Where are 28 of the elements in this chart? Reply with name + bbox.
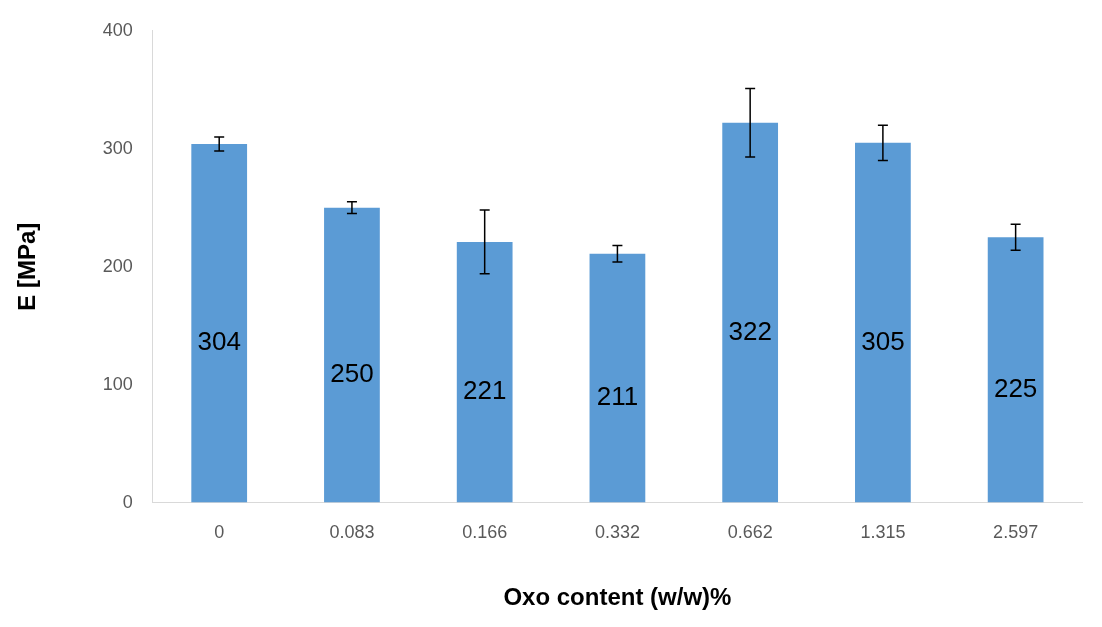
bar bbox=[191, 144, 248, 503]
y-tick-label: 400 bbox=[102, 19, 133, 40]
y-tick-label: 200 bbox=[102, 255, 133, 276]
y-tick-label: 100 bbox=[102, 373, 133, 394]
x-axis-title: Oxo content (w/w)% bbox=[503, 583, 732, 611]
bar bbox=[987, 237, 1044, 503]
y-tick-label: 0 bbox=[122, 491, 133, 512]
data-label: 322 bbox=[728, 315, 772, 346]
data-label: 211 bbox=[596, 381, 639, 412]
x-tick-label: 0 bbox=[214, 522, 225, 543]
y-tick-label: 300 bbox=[102, 137, 133, 158]
data-label: 305 bbox=[861, 325, 905, 356]
data-label: 304 bbox=[197, 326, 241, 357]
data-label: 250 bbox=[330, 358, 374, 389]
x-tick-label: 0.662 bbox=[727, 522, 773, 543]
bar bbox=[324, 207, 380, 503]
bar bbox=[855, 142, 911, 503]
x-tick-label: 2.597 bbox=[993, 522, 1039, 543]
bar bbox=[589, 253, 646, 503]
x-tick-label: 0.332 bbox=[594, 522, 640, 543]
data-label: 225 bbox=[993, 373, 1038, 404]
bar bbox=[456, 241, 513, 503]
bar bbox=[722, 122, 779, 503]
x-tick-label: 0.166 bbox=[462, 522, 508, 543]
data-label: 221 bbox=[462, 375, 507, 406]
x-tick-label: 1.315 bbox=[860, 522, 906, 543]
y-axis-title: E [MPa] bbox=[13, 222, 41, 311]
x-tick-label: 0.083 bbox=[329, 522, 375, 543]
